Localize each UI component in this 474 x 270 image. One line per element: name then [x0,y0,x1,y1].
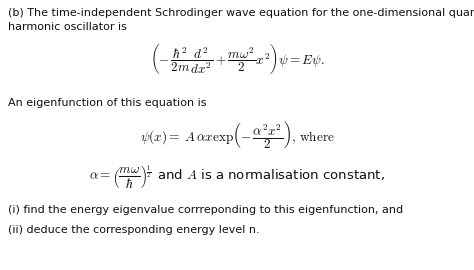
Text: harmonic oscillator is: harmonic oscillator is [8,22,127,32]
Text: (b) The time-independent Schrodinger wave equation for the one-dimensional quant: (b) The time-independent Schrodinger wav… [8,8,474,18]
Text: $\left(-\,\dfrac{\hbar^2}{2m}\dfrac{d^2}{dx^2}+\dfrac{m\omega^2}{2}x^2\right)\ps: $\left(-\,\dfrac{\hbar^2}{2m}\dfrac{d^2}… [150,42,324,76]
Text: $\alpha = \left(\dfrac{m\omega}{\hbar}\right)^{\!\frac{1}{2}}\!\;$ and $A$ is a : $\alpha = \left(\dfrac{m\omega}{\hbar}\r… [89,163,385,190]
Text: An eigenfunction of this equation is: An eigenfunction of this equation is [8,98,207,108]
Text: (ii) deduce the corresponding energy level n.: (ii) deduce the corresponding energy lev… [8,225,260,235]
Text: $\psi(x) =\; A\,\alpha x \exp\!\left(-\,\dfrac{\alpha^2 x^2}{2}\right),\,\text{w: $\psi(x) =\; A\,\alpha x \exp\!\left(-\,… [140,120,334,151]
Text: (i) find the energy eigenvalue corrreponding to this eigenfunction, and: (i) find the energy eigenvalue corrrepon… [8,205,403,215]
